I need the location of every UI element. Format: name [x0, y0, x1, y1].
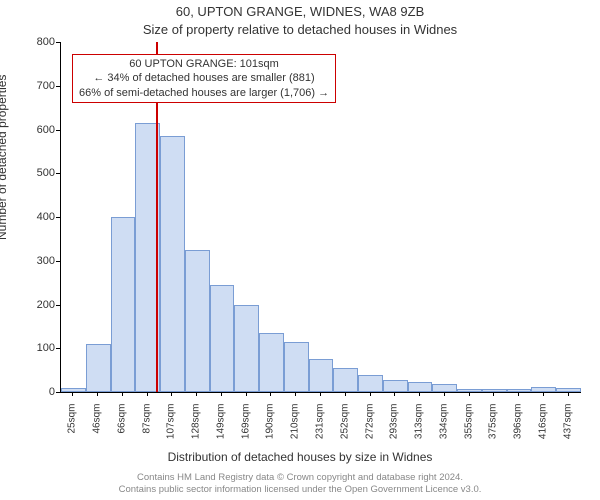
copyright-line1: Contains HM Land Registry data © Crown c…: [0, 472, 600, 484]
y-tick-mark: [56, 130, 60, 131]
histogram-bar: [432, 384, 457, 392]
histogram-bar: [284, 342, 309, 392]
histogram-bar: [556, 388, 581, 392]
x-tick-label: 437sqm: [562, 404, 573, 440]
y-axis-label: Number of detached properties: [0, 75, 9, 240]
annotation-box: 60 UPTON GRANGE: 101sqm ← 34% of detache…: [72, 54, 336, 103]
histogram-bar: [358, 375, 383, 393]
x-tick-mark: [345, 392, 346, 396]
title-main: 60, UPTON GRANGE, WIDNES, WA8 9ZB: [0, 4, 600, 19]
x-tick-label: 334sqm: [438, 404, 449, 440]
x-tick-label: 169sqm: [240, 404, 251, 440]
annotation-line3: 66% of semi-detached houses are larger (…: [79, 86, 329, 100]
x-tick-label: 149sqm: [215, 404, 226, 440]
histogram-bar: [457, 389, 482, 393]
x-tick-mark: [320, 392, 321, 396]
histogram-bar: [160, 136, 185, 392]
x-tick-label: 107sqm: [166, 404, 177, 440]
x-tick-label: 416sqm: [537, 404, 548, 440]
y-tick-mark: [56, 42, 60, 43]
x-tick-label: 66sqm: [116, 404, 127, 434]
x-tick-label: 293sqm: [389, 404, 400, 440]
histogram-bar: [86, 344, 111, 392]
x-tick-mark: [147, 392, 148, 396]
title-sub: Size of property relative to detached ho…: [0, 22, 600, 37]
x-tick-mark: [122, 392, 123, 396]
x-tick-label: 87sqm: [141, 404, 152, 434]
x-tick-label: 46sqm: [92, 404, 103, 434]
x-tick-label: 128sqm: [191, 404, 202, 440]
x-tick-mark: [518, 392, 519, 396]
x-tick-label: 25sqm: [67, 404, 78, 434]
x-tick-mark: [97, 392, 98, 396]
y-tick-label: 500: [15, 167, 55, 179]
y-tick-label: 800: [15, 36, 55, 48]
x-tick-label: 396sqm: [513, 404, 524, 440]
x-tick-mark: [246, 392, 247, 396]
y-tick-mark: [56, 217, 60, 218]
copyright-notice: Contains HM Land Registry data © Crown c…: [0, 472, 600, 496]
histogram-bar: [408, 382, 433, 392]
y-tick-label: 100: [15, 342, 55, 354]
x-tick-label: 355sqm: [463, 404, 474, 440]
x-tick-mark: [394, 392, 395, 396]
x-tick-mark: [543, 392, 544, 396]
x-tick-mark: [295, 392, 296, 396]
y-tick-mark: [56, 348, 60, 349]
x-tick-label: 313sqm: [414, 404, 425, 440]
histogram-bar: [259, 333, 284, 392]
y-tick-label: 600: [15, 124, 55, 136]
x-tick-label: 375sqm: [488, 404, 499, 440]
y-tick-mark: [56, 173, 60, 174]
histogram-bar: [234, 305, 259, 393]
y-tick-mark: [56, 261, 60, 262]
x-tick-label: 190sqm: [265, 404, 276, 440]
x-tick-mark: [444, 392, 445, 396]
x-tick-label: 210sqm: [290, 404, 301, 440]
y-tick-label: 300: [15, 255, 55, 267]
x-tick-label: 252sqm: [339, 404, 350, 440]
annotation-line1: 60 UPTON GRANGE: 101sqm: [79, 57, 329, 71]
x-tick-mark: [568, 392, 569, 396]
histogram-bar: [61, 388, 86, 392]
y-tick-label: 400: [15, 211, 55, 223]
y-tick-label: 200: [15, 299, 55, 311]
x-tick-mark: [171, 392, 172, 396]
copyright-line2: Contains public sector information licen…: [0, 484, 600, 496]
x-tick-label: 272sqm: [364, 404, 375, 440]
histogram-bar: [383, 380, 408, 392]
histogram-bar: [309, 359, 334, 392]
histogram-bar: [210, 285, 235, 392]
x-tick-mark: [270, 392, 271, 396]
x-tick-mark: [469, 392, 470, 396]
x-tick-mark: [493, 392, 494, 396]
y-tick-mark: [56, 305, 60, 306]
y-tick-mark: [56, 392, 60, 393]
annotation-line2: ← 34% of detached houses are smaller (88…: [79, 71, 329, 85]
x-tick-mark: [72, 392, 73, 396]
x-tick-mark: [221, 392, 222, 396]
histogram-bar: [185, 250, 210, 392]
x-tick-mark: [370, 392, 371, 396]
y-tick-label: 700: [15, 80, 55, 92]
x-tick-label: 231sqm: [315, 404, 326, 440]
y-tick-mark: [56, 86, 60, 87]
x-tick-mark: [196, 392, 197, 396]
x-tick-mark: [419, 392, 420, 396]
histogram-bar: [333, 368, 358, 392]
y-tick-label: 0: [15, 386, 55, 398]
histogram-bar: [531, 387, 556, 392]
histogram-bar: [111, 217, 136, 392]
x-axis-label: Distribution of detached houses by size …: [0, 450, 600, 464]
